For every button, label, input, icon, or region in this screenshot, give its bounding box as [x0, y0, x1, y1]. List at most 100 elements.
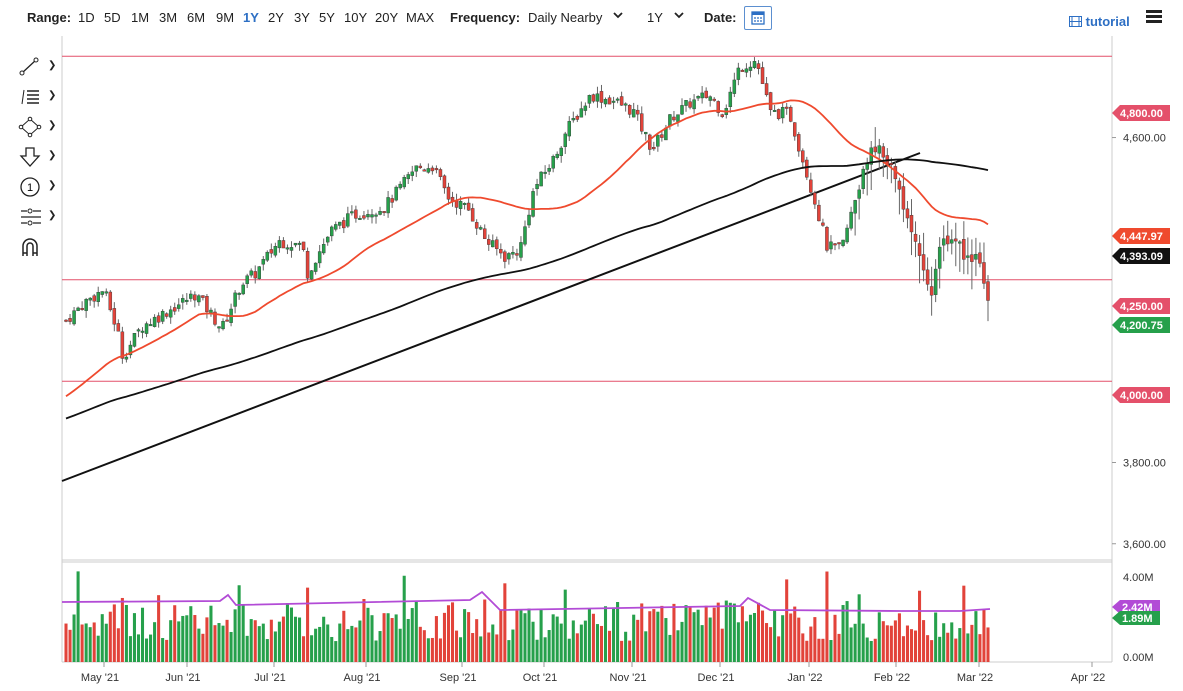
volume-bar [930, 640, 934, 662]
volume-bar [173, 605, 177, 662]
tutorial-link[interactable]: tutorial [1069, 14, 1130, 29]
fibonacci-tool-button[interactable]: ❯ [18, 86, 58, 110]
candlesticks [64, 57, 990, 364]
candle-body [567, 121, 572, 137]
volume-bar [253, 620, 257, 662]
calendar-button[interactable] [744, 6, 772, 30]
volume-bar [769, 627, 773, 662]
candle-body [76, 307, 80, 311]
volume-bar [209, 605, 213, 662]
volume-bar [567, 638, 571, 662]
time-tick-label: Mar '22 [957, 672, 993, 684]
chevron-right-icon: ❯ [48, 210, 57, 221]
candle-body [164, 313, 169, 317]
volume-bar [660, 605, 664, 662]
volume-bar [926, 635, 930, 662]
candle-body [205, 296, 209, 313]
line-tool-button[interactable]: ❯ [18, 56, 58, 80]
volume-bar [809, 626, 813, 662]
volume-bar [132, 613, 136, 662]
candle-body [861, 168, 865, 189]
volume-bar [281, 616, 285, 662]
volume-bar [169, 620, 173, 662]
range-button-20y[interactable]: 20Y [375, 10, 399, 25]
price-tag-label: 4,800.00 [1120, 108, 1163, 120]
candle-body [801, 150, 805, 163]
volume-bar [350, 625, 354, 662]
volume-bar [696, 609, 700, 662]
range-button-3m[interactable]: 3M [159, 10, 178, 25]
candle-body [406, 174, 410, 180]
volume-bar [68, 629, 72, 662]
volume-tag-bg [1112, 611, 1160, 625]
candle-body [257, 266, 261, 279]
volume-bar [785, 579, 789, 662]
candle-body [889, 163, 894, 165]
volume-bar [438, 638, 442, 662]
range-button-1d[interactable]: 1D [78, 10, 95, 25]
range-button-5y[interactable]: 5Y [319, 10, 335, 25]
candle-body [591, 94, 596, 102]
candle-body [619, 96, 624, 106]
volume-bar [459, 637, 463, 662]
candle-body [760, 67, 765, 84]
volume-bar [732, 603, 736, 662]
hamburger-menu-icon[interactable] [1146, 10, 1162, 24]
shapes-tool-button[interactable]: ❯ [18, 116, 58, 140]
volume-bar [100, 614, 104, 662]
volume-bar [728, 602, 732, 662]
period-dropdown[interactable]: 1Y [647, 10, 663, 25]
range-button-1y[interactable]: 1Y [243, 10, 259, 25]
volume-bar [897, 613, 901, 662]
volume-bar [599, 625, 604, 662]
volume-bar [555, 616, 559, 662]
volume-bar [434, 616, 438, 662]
range-button-5d[interactable]: 5D [104, 10, 121, 25]
candle-body [185, 299, 189, 302]
candle-body [325, 236, 330, 243]
volume-bar [817, 638, 821, 662]
volume-bar [781, 615, 785, 662]
fibonacci-tool-icon [21, 89, 39, 105]
candle-body [535, 184, 539, 190]
range-button-10y[interactable]: 10Y [344, 10, 368, 25]
chevron-down-icon[interactable] [612, 9, 624, 24]
measure-tool-button[interactable]: ❯ [18, 206, 58, 230]
arrow-tool-button[interactable]: ❯ [18, 146, 58, 170]
text-annotation-button[interactable]: 1 ❯ [18, 176, 58, 200]
range-button-max[interactable]: MAX [406, 10, 435, 25]
range-button-9m[interactable]: 9M [216, 10, 235, 25]
toolbar: Range: 1D 5D 1M 3M 6M 9M 1Y 2Y 3Y 5Y 10Y 20Y MAX Fre… [0, 0, 1183, 36]
candle-body [833, 243, 837, 246]
candle-body [132, 333, 137, 347]
volume-bar [889, 625, 893, 662]
candle-body [744, 68, 749, 73]
time-tick-label: Feb '22 [874, 672, 910, 684]
volume-bar [825, 571, 829, 662]
candle-body [330, 226, 334, 237]
candle-body [334, 224, 338, 230]
candle-body [189, 293, 193, 299]
range-button-2y[interactable]: 2Y [268, 10, 284, 25]
candle-body [237, 292, 241, 295]
range-button-6m[interactable]: 6M [187, 10, 206, 25]
tutorial-label: tutorial [1085, 14, 1130, 29]
trend-lines[interactable] [61, 152, 921, 482]
volume-bar [547, 630, 551, 662]
volume-bar [535, 639, 539, 662]
candle-body [442, 175, 447, 189]
magnet-button[interactable] [18, 236, 58, 260]
chevron-down-icon[interactable] [673, 9, 685, 24]
frequency-dropdown[interactable]: Daily Nearby [528, 10, 603, 25]
price-tag-bg [1112, 298, 1170, 314]
candle-body [104, 291, 109, 294]
volume-bar [120, 597, 124, 662]
shapes-tool-icon [18, 116, 42, 138]
candle-body [92, 295, 96, 302]
volume-bar [861, 623, 865, 662]
volume-bar [225, 619, 229, 662]
range-button-1m[interactable]: 1M [131, 10, 150, 25]
volume-bar [354, 627, 358, 662]
range-button-3y[interactable]: 3Y [294, 10, 310, 25]
